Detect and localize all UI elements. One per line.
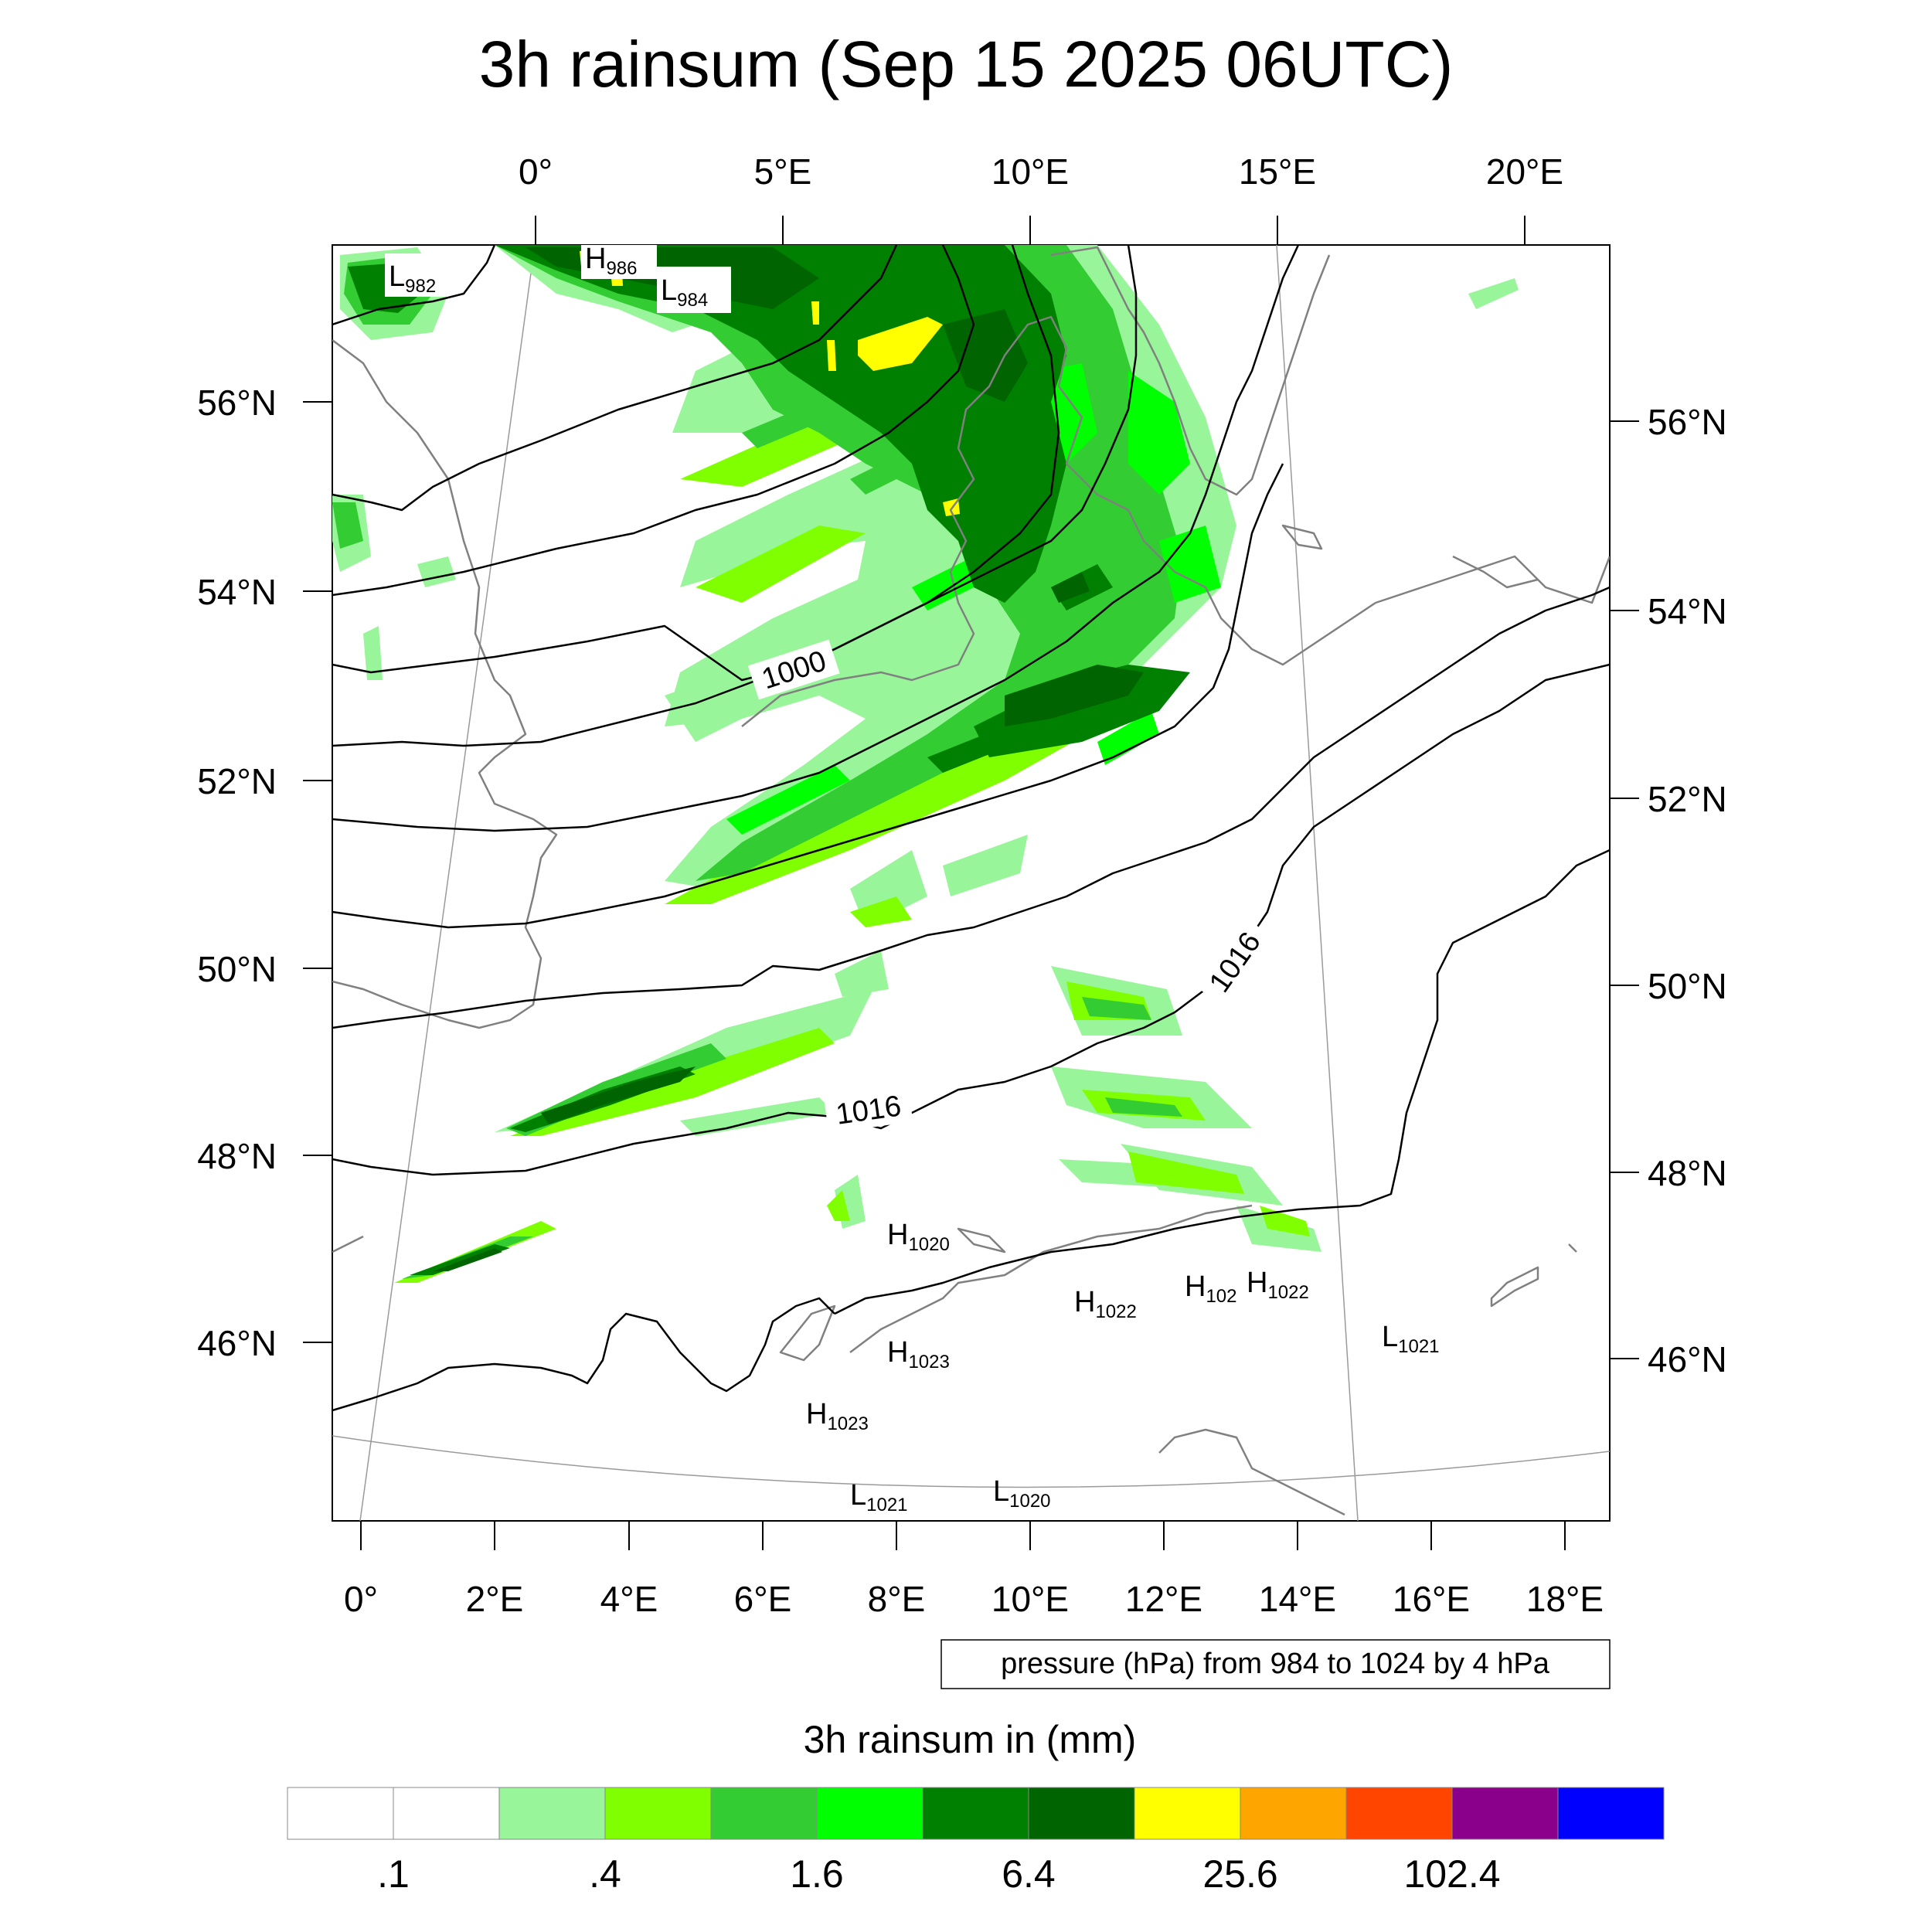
top-lon-label: 15°E bbox=[1239, 151, 1316, 192]
pressure-center-low: L984 bbox=[657, 267, 731, 313]
colorbar-label: 6.4 bbox=[1002, 1852, 1056, 1896]
colorbar-label: 102.4 bbox=[1403, 1852, 1500, 1896]
left-lat-label: 52°N bbox=[197, 761, 277, 801]
left-lat-label: 54°N bbox=[197, 572, 277, 612]
contour-info-box: pressure (hPa) from 984 to 1024 by 4 hPa bbox=[940, 1639, 1611, 1689]
pressure-center-low: L982 bbox=[385, 253, 448, 297]
pressure-centers: L982 H986 L984 H1020 H1022 H102 H1022 H1… bbox=[385, 243, 1440, 1515]
colorbar-title: 3h rainsum in (mm) bbox=[804, 1718, 1137, 1761]
colorbar-swatch bbox=[710, 1787, 818, 1840]
colorbar-swatch bbox=[1028, 1787, 1135, 1840]
right-lat-label: 48°N bbox=[1648, 1153, 1727, 1193]
bottom-lon-label: 4°E bbox=[600, 1579, 658, 1619]
colorbar-swatch bbox=[1451, 1787, 1559, 1840]
left-lat-label: 46°N bbox=[197, 1323, 277, 1363]
pressure-center-high: H102 bbox=[1185, 1270, 1237, 1307]
bottom-lon-label: 8°E bbox=[868, 1579, 926, 1619]
graticule bbox=[332, 245, 1610, 1521]
top-lon-label: 20°E bbox=[1486, 151, 1563, 192]
colorbar-swatch bbox=[816, 1787, 923, 1840]
colorbar-label: .4 bbox=[589, 1852, 621, 1896]
colorbar-swatch bbox=[1345, 1787, 1453, 1840]
svg-text:L982: L982 bbox=[389, 260, 436, 297]
pressure-center-low: L1021 bbox=[1382, 1321, 1440, 1357]
figure-title: 3h rainsum (Sep 15 2025 06UTC) bbox=[479, 28, 1454, 100]
pressure-center-high: H1022 bbox=[1247, 1267, 1309, 1303]
right-lat-label: 56°N bbox=[1648, 402, 1727, 442]
bottom-lon-label: 12°E bbox=[1125, 1579, 1202, 1619]
right-lat-label: 46°N bbox=[1648, 1339, 1727, 1379]
right-lat-label: 52°N bbox=[1648, 779, 1727, 819]
colorbar-swatch bbox=[498, 1787, 606, 1840]
colorbar-swatch bbox=[1557, 1787, 1665, 1840]
contour-label-1016-a: 1016 bbox=[824, 1086, 913, 1134]
pressure-center-high: H1022 bbox=[1074, 1286, 1137, 1322]
colorbar-swatch bbox=[287, 1787, 394, 1840]
isobars bbox=[332, 245, 1610, 1412]
pressure-center-low: L1020 bbox=[993, 1475, 1051, 1512]
colorbar-swatch bbox=[1240, 1787, 1347, 1840]
axis-ticks bbox=[303, 216, 1639, 1550]
colorbar-swatch bbox=[1134, 1787, 1241, 1840]
bottom-lon-label: 6°E bbox=[734, 1579, 792, 1619]
right-lat-label: 50°N bbox=[1648, 966, 1727, 1006]
top-longitude-labels: 0° 5°E 10°E 15°E 20°E bbox=[519, 151, 1563, 192]
colorbar-label: 25.6 bbox=[1202, 1852, 1277, 1896]
bottom-lon-label: 0° bbox=[344, 1579, 378, 1619]
colorbar-label: 1.6 bbox=[790, 1852, 844, 1896]
svg-text:L984: L984 bbox=[661, 274, 708, 311]
bottom-lon-label: 16°E bbox=[1393, 1579, 1470, 1619]
pressure-center-high: H1023 bbox=[887, 1336, 950, 1372]
pressure-center-high: H1020 bbox=[887, 1219, 950, 1255]
map-panel: 1000 1016 1016 L982 H9 bbox=[332, 243, 1611, 1522]
top-lon-label: 10°E bbox=[992, 151, 1069, 192]
svg-text:pressure (hPa) from 984 to 102: pressure (hPa) from 984 to 1024 by 4 hPa bbox=[1001, 1648, 1550, 1680]
pressure-center-low: L1021 bbox=[850, 1479, 908, 1515]
left-latitude-labels: 56°N 54°N 52°N 50°N 48°N 46°N bbox=[197, 383, 277, 1363]
pressure-center-high: H1023 bbox=[806, 1398, 869, 1434]
top-lon-label: 0° bbox=[519, 151, 553, 192]
bottom-lon-label: 10°E bbox=[992, 1579, 1069, 1619]
top-lon-label: 5°E bbox=[754, 151, 812, 192]
colorbar-label: .1 bbox=[377, 1852, 410, 1896]
colorbar-swatch bbox=[393, 1787, 500, 1840]
bottom-lon-label: 2°E bbox=[466, 1579, 524, 1619]
right-latitude-labels: 56°N 54°N 52°N 50°N 48°N 46°N bbox=[1648, 402, 1727, 1379]
colorbar: .1 .4 1.6 6.4 25.6 102.4 bbox=[287, 1787, 1665, 1896]
left-lat-label: 56°N bbox=[197, 383, 277, 423]
bottom-lon-label: 14°E bbox=[1259, 1579, 1336, 1619]
pressure-center-high: H986 bbox=[581, 243, 657, 279]
colorbar-swatch bbox=[922, 1787, 1029, 1840]
svg-text:H986: H986 bbox=[585, 243, 638, 279]
left-lat-label: 50°N bbox=[197, 949, 277, 989]
rain-field bbox=[332, 245, 1519, 1283]
left-lat-label: 48°N bbox=[197, 1136, 277, 1176]
bottom-longitude-labels: 0° 2°E 4°E 6°E 8°E 10°E 12°E 14°E 16°E 1… bbox=[344, 1579, 1604, 1619]
colorbar-swatch bbox=[604, 1787, 712, 1840]
right-lat-label: 54°N bbox=[1648, 591, 1727, 631]
bottom-lon-label: 18°E bbox=[1526, 1579, 1604, 1619]
coastlines bbox=[332, 246, 1610, 1516]
